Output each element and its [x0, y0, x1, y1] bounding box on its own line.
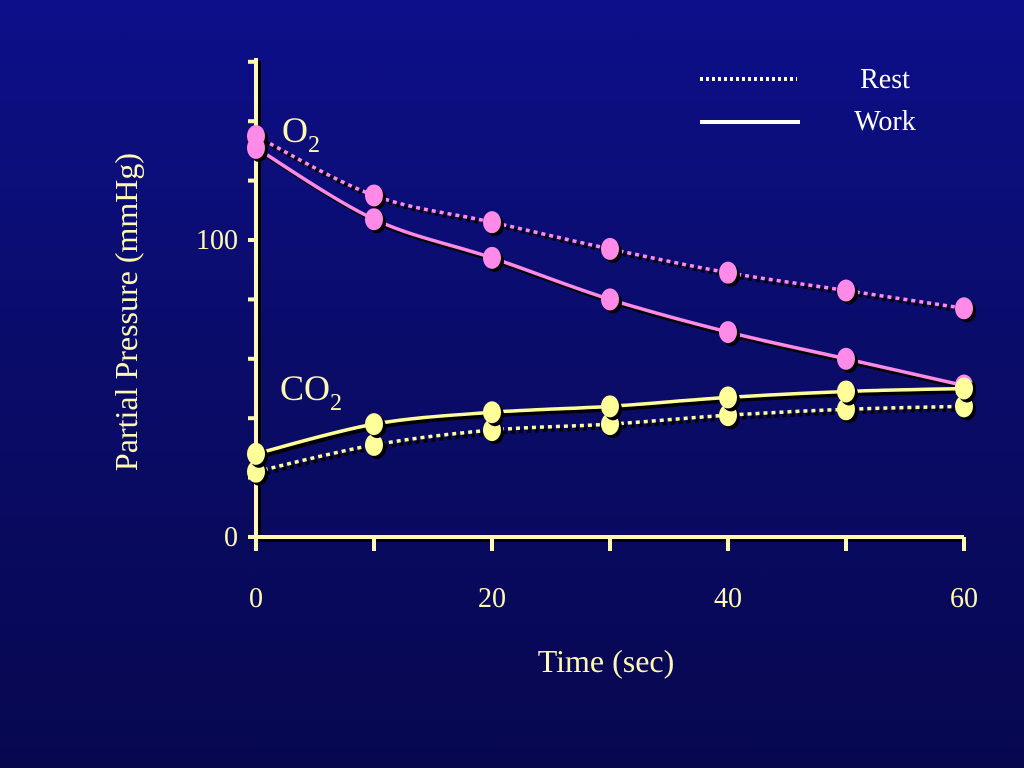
o2-rest-point	[719, 261, 737, 284]
legend: Rest Work	[700, 64, 916, 137]
co2-work-point	[247, 442, 265, 465]
x-tick-label: 0	[249, 583, 263, 614]
o2-rest-line	[255, 134, 965, 311]
co2-rest-point	[365, 433, 383, 456]
co2-work-point	[837, 380, 855, 403]
o2-work-point	[365, 208, 383, 231]
o2-label: O2	[282, 110, 320, 158]
co2-label: CO2	[280, 368, 342, 416]
x-tick-label: 40	[714, 583, 742, 614]
o2-rest-line-shadow	[258, 137, 968, 314]
o2-label-text: O	[282, 110, 308, 150]
co2-work-point	[719, 386, 737, 409]
o2-rest-point	[601, 237, 619, 260]
labels-layer: Time (sec) Partial Pressure (mmHg) O2 CO…	[108, 110, 674, 679]
o2-work-line-shadow	[257, 149, 968, 391]
co2-work-point	[483, 401, 501, 424]
co2-work-point	[955, 377, 973, 400]
o2-work-point	[719, 321, 737, 344]
x-tick-label: 60	[950, 583, 978, 614]
legend-work-label: Work	[854, 106, 916, 137]
o2-work-point	[837, 347, 855, 370]
series-layer	[247, 125, 976, 486]
o2-work-point	[247, 136, 265, 159]
o2-rest-point	[955, 297, 973, 320]
o2-rest-point	[837, 279, 855, 302]
co2-label-sub: 2	[330, 390, 342, 416]
o2-work-line	[255, 146, 965, 388]
co2-work-point	[365, 413, 383, 436]
o2-rest-point	[483, 211, 501, 234]
o2-rest-point	[365, 184, 383, 207]
co2-label-text: CO	[280, 368, 330, 408]
co2-work-point	[601, 395, 619, 418]
o2-label-sub: 2	[308, 132, 320, 158]
legend-rest-label: Rest	[860, 64, 910, 95]
x-tick-label: 20	[478, 583, 506, 614]
y-tick-label: 100	[196, 225, 238, 256]
y-tick-label: 0	[224, 522, 238, 553]
o2-work-point	[601, 288, 619, 311]
y-axis-title: Partial Pressure (mmHg)	[108, 153, 144, 471]
o2-work-point	[483, 246, 501, 269]
x-axis-title: Time (sec)	[538, 643, 675, 679]
